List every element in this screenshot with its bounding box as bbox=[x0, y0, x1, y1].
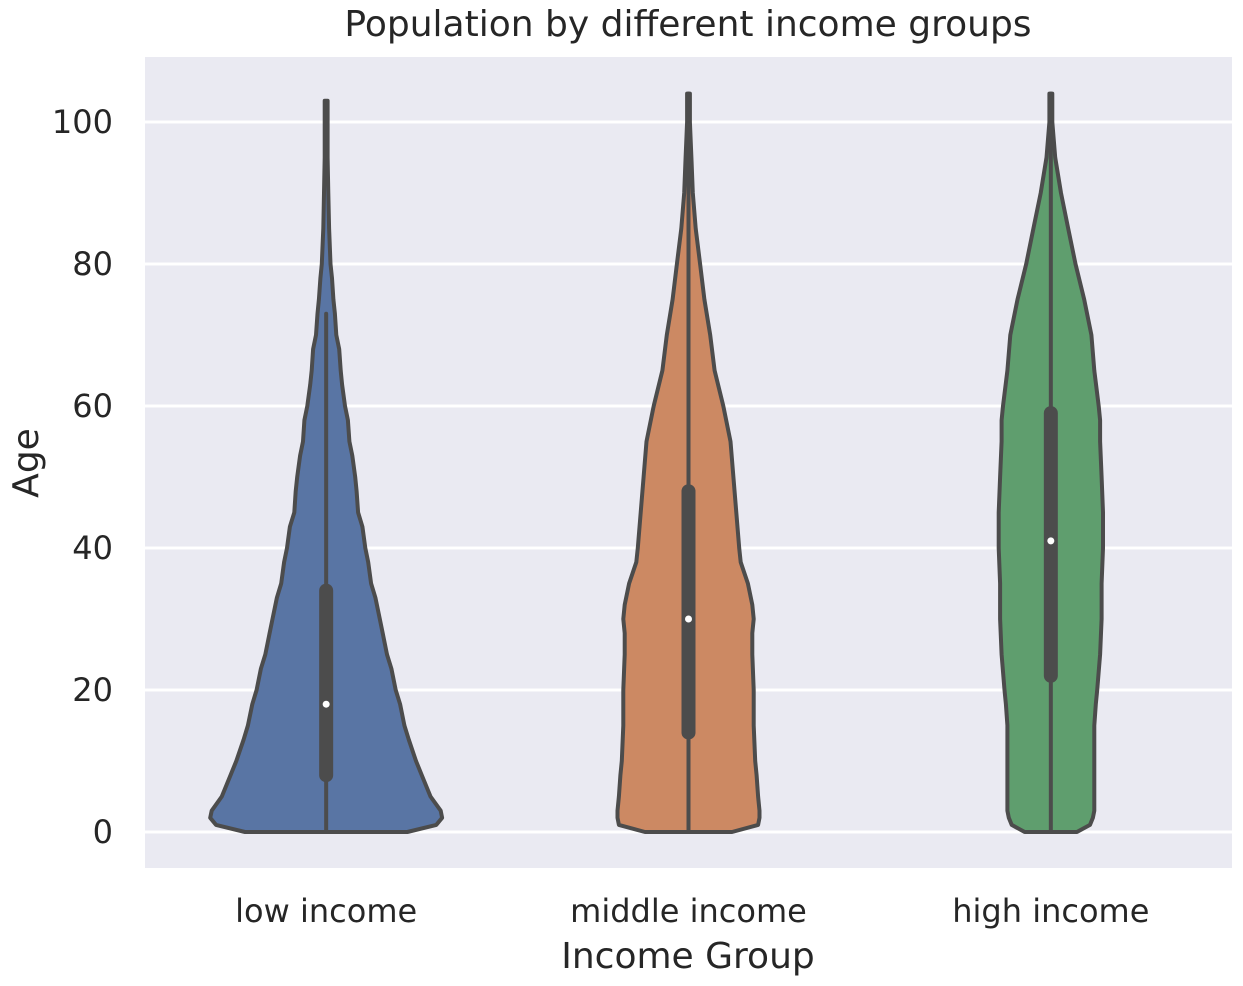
x-tick-label: high income bbox=[952, 892, 1149, 930]
violin-median-point bbox=[322, 700, 330, 708]
violin-median-point bbox=[685, 615, 692, 623]
x-tick-label: low income bbox=[235, 892, 417, 930]
violin-high-income bbox=[996, 91, 1105, 834]
violin-middle-income bbox=[615, 91, 762, 834]
x-tick-label: middle income bbox=[570, 892, 807, 930]
y-tick-label: 60 bbox=[72, 387, 113, 425]
y-tick-labels: 0 20 40 60 80 100 bbox=[52, 103, 113, 851]
y-tick-label: 40 bbox=[72, 529, 113, 567]
y-tick-label: 0 bbox=[93, 813, 113, 851]
y-tick-label: 100 bbox=[52, 103, 113, 141]
violin-median-point bbox=[1047, 537, 1055, 545]
y-tick-label: 80 bbox=[72, 245, 113, 283]
y-tick-label: 20 bbox=[72, 671, 113, 709]
violins bbox=[208, 91, 1105, 834]
violin-low-income bbox=[208, 98, 445, 834]
x-tick-labels: low income middle income high income bbox=[235, 892, 1149, 930]
y-axis-label: Age bbox=[6, 428, 47, 498]
chart-title: Population by different income groups bbox=[344, 4, 1031, 45]
x-axis-label: Income Group bbox=[561, 936, 815, 977]
